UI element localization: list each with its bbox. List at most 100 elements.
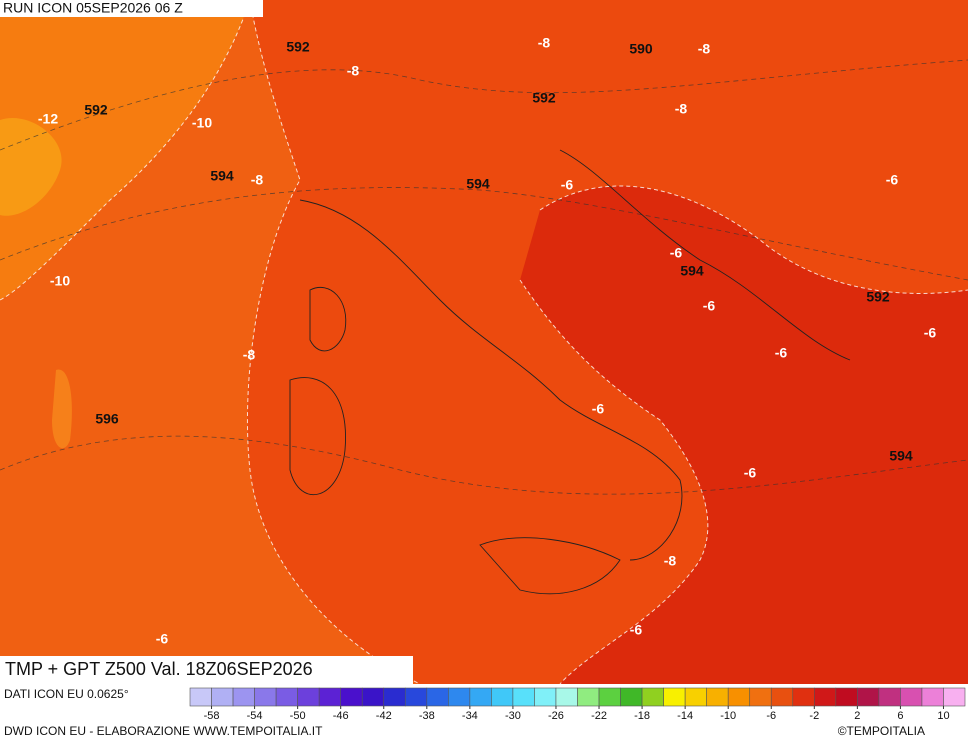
temperature-label: -6 bbox=[775, 345, 788, 361]
colorbar-swatch bbox=[318, 687, 341, 707]
colorbar-swatch bbox=[211, 687, 234, 707]
isotherms bbox=[0, 0, 968, 685]
temperature-label: -6 bbox=[703, 298, 716, 314]
temperature-label: -8 bbox=[251, 172, 264, 188]
source-label: DATI ICON EU 0.0625° bbox=[4, 687, 129, 701]
colorbar-tick-label: 6 bbox=[897, 710, 903, 722]
colorbar-swatch bbox=[469, 687, 492, 707]
temperature-label: -6 bbox=[924, 325, 937, 341]
colorbar-swatch bbox=[641, 687, 664, 707]
geopotential-label: 590 bbox=[629, 41, 653, 57]
title-box bbox=[0, 656, 413, 684]
colorbar-swatch bbox=[512, 687, 535, 707]
colorbar-swatch bbox=[835, 687, 858, 707]
colorbar-tick-label: 2 bbox=[854, 710, 860, 722]
colorbar-swatch bbox=[727, 687, 751, 707]
coastlines bbox=[289, 149, 851, 595]
colorbar-tick-label: -34 bbox=[462, 710, 478, 722]
colorbar-tick-label: -22 bbox=[591, 710, 607, 722]
colorbar-swatch bbox=[491, 687, 514, 707]
contour-labels: 592 590 592 592 594 594 594 592 596 594 -8 -8 -8 -12 -… bbox=[38, 35, 937, 647]
colorbar-swatch bbox=[555, 687, 578, 707]
colorbar-swatch bbox=[814, 687, 837, 707]
temperature-label: -8 bbox=[664, 553, 677, 569]
temperature-area bbox=[0, 0, 250, 300]
temperature-label: -8 bbox=[675, 101, 688, 117]
colorbar-tick-label: -2 bbox=[809, 710, 819, 722]
geopotential-label: 594 bbox=[889, 448, 913, 464]
colorbar-tick-label: -30 bbox=[505, 710, 521, 722]
colorbar-tick-label: 10 bbox=[937, 710, 949, 722]
colorbar-swatch bbox=[706, 687, 729, 707]
header-box bbox=[0, 0, 263, 17]
colorbar-swatch bbox=[254, 687, 277, 707]
temperature-label: -6 bbox=[744, 465, 757, 481]
credit-label: DWD ICON EU - ELABORAZIONE WWW.TEMPOITAL… bbox=[4, 724, 323, 738]
geopotential-label: 592 bbox=[866, 289, 890, 305]
colorbar-swatch bbox=[340, 687, 363, 707]
temperature-label: -8 bbox=[243, 347, 256, 363]
geopotential-label: 594 bbox=[680, 263, 704, 279]
colorbar-swatch bbox=[684, 687, 707, 707]
colorbar-swatch bbox=[770, 687, 794, 707]
copyright-label: ©TEMPOITALIA bbox=[838, 724, 925, 738]
colorbar-swatch bbox=[448, 687, 471, 707]
temperature-area bbox=[520, 186, 968, 684]
colorbar-swatch bbox=[943, 687, 966, 707]
colorbar-tick-label: -6 bbox=[766, 710, 776, 722]
colorbar-tick-label: -50 bbox=[290, 710, 306, 722]
colorbar-tick-label: -54 bbox=[247, 710, 263, 722]
map bbox=[0, 0, 968, 685]
temperature-label: -6 bbox=[886, 172, 899, 188]
temperature-label: -12 bbox=[38, 111, 58, 127]
colorbar-swatch bbox=[275, 687, 298, 707]
colorbar-swatch bbox=[361, 687, 385, 707]
temperature-label: -6 bbox=[561, 177, 574, 193]
temperature-area bbox=[0, 118, 62, 216]
colorbar-tick-label: -38 bbox=[419, 710, 435, 722]
geopotential-label: 594 bbox=[466, 176, 490, 192]
run-label: RUN ICON 05SEP2026 06 Z bbox=[3, 0, 183, 16]
colorbar-tick-label: -14 bbox=[677, 710, 693, 722]
colorbar-tick-label: -42 bbox=[376, 710, 392, 722]
colorbar-swatch bbox=[857, 687, 880, 707]
temperature-label: -8 bbox=[538, 35, 551, 51]
isohypses bbox=[0, 59, 968, 495]
colorbar-swatch bbox=[534, 687, 557, 707]
colorbar-swatch bbox=[404, 687, 428, 707]
colorbar-swatch bbox=[297, 687, 320, 707]
colorbar-swatch bbox=[921, 687, 944, 707]
map-title: TMP + GPT Z500 Val. 18Z06SEP2026 bbox=[5, 659, 313, 679]
colorbar-swatch bbox=[749, 687, 772, 707]
temperature-label: -6 bbox=[592, 401, 605, 417]
geopotential-label: 592 bbox=[532, 90, 556, 106]
geopotential-label: 592 bbox=[286, 39, 310, 55]
colorbar-tick-label: -58 bbox=[204, 710, 220, 722]
temperature-label: -8 bbox=[347, 63, 360, 79]
geopotential-label: 592 bbox=[84, 102, 108, 118]
colorbar-swatch bbox=[232, 687, 255, 707]
colorbar-swatch bbox=[663, 687, 686, 707]
colorbar-swatch bbox=[620, 687, 643, 707]
colorbar-swatch bbox=[577, 687, 600, 707]
temperature-label: -8 bbox=[698, 41, 711, 57]
colorbar-swatch bbox=[900, 687, 923, 707]
colorbar-tick-label: -26 bbox=[548, 710, 564, 722]
temperature-label: -10 bbox=[192, 115, 212, 131]
temperature-label: -6 bbox=[670, 245, 683, 261]
colorbar-swatch bbox=[598, 687, 621, 707]
colorbar-swatch bbox=[426, 687, 449, 707]
colorbar-tick-label: -46 bbox=[333, 710, 349, 722]
geopotential-label: 596 bbox=[95, 411, 119, 427]
colorbar-swatch bbox=[878, 687, 901, 707]
colorbar: -58 -54 -50 -46 -42 -38 -34 -30 -26 -22 -18 -14 -10-… bbox=[189, 687, 966, 722]
temperature-label: -6 bbox=[630, 622, 643, 638]
colorbar-tick-label: -10 bbox=[720, 710, 736, 722]
colorbar-swatch bbox=[792, 687, 815, 707]
temperature-area bbox=[52, 369, 72, 449]
colorbar-tick-label: -18 bbox=[634, 710, 650, 722]
temperature-label: -6 bbox=[156, 631, 169, 647]
temperature-label: -10 bbox=[50, 273, 70, 289]
colorbar-swatch bbox=[383, 687, 406, 707]
